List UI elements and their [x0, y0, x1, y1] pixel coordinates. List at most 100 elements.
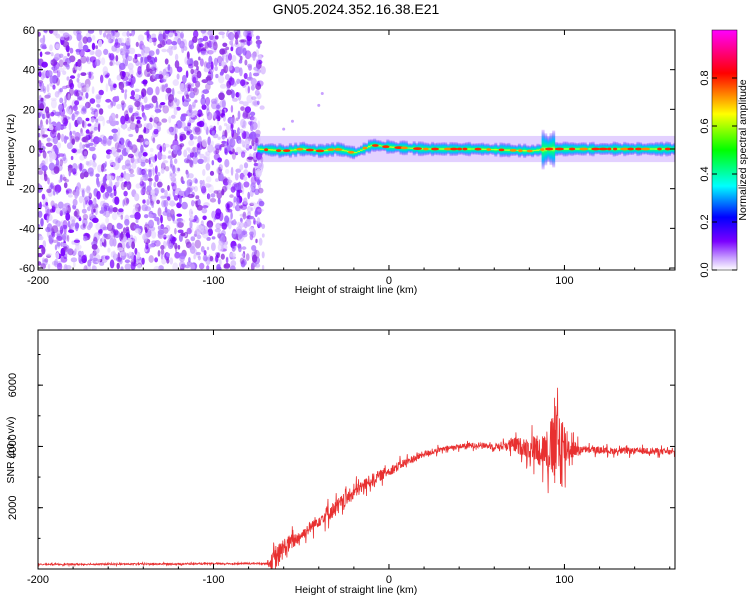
noise-speckle [196, 143, 201, 148]
signal-column [439, 142, 442, 156]
noise-speckle [197, 255, 201, 261]
noise-speckle [251, 245, 257, 251]
noise-speckle [42, 150, 47, 159]
noise-speckle [199, 153, 205, 159]
signal-hotspot [347, 150, 355, 154]
noise-speckle [256, 59, 259, 65]
noise-speckle [120, 214, 124, 220]
noise-speckle [225, 46, 230, 51]
noise-speckle [210, 45, 217, 50]
signal-column [565, 141, 569, 157]
signal-hotspot [540, 148, 545, 151]
noise-speckle [126, 181, 132, 191]
noise-speckle [142, 233, 149, 242]
noise-speckle [125, 198, 130, 204]
noise-speckle [115, 55, 119, 62]
noise-speckle [78, 136, 81, 141]
noise-speckle [42, 259, 48, 266]
noise-speckle [208, 40, 212, 49]
spectrogram-y-tick-label: -40 [19, 223, 35, 235]
spectrogram-y-tick-label: 20 [23, 104, 35, 116]
noise-speckle [56, 191, 59, 195]
stray-point [282, 127, 286, 131]
noise-speckle [163, 228, 169, 234]
noise-speckle [72, 261, 76, 268]
noise-speckle [247, 156, 254, 160]
noise-speckle [121, 164, 127, 171]
noise-speckle [231, 89, 235, 99]
noise-speckle [40, 218, 44, 227]
noise-speckle [129, 143, 134, 150]
noise-speckle [57, 91, 62, 95]
noise-speckle [101, 222, 105, 227]
noise-speckle [220, 143, 225, 148]
noise-speckle [180, 114, 186, 122]
noise-speckle [48, 125, 54, 131]
noise-speckle [39, 103, 45, 112]
noise-speckle [115, 113, 119, 119]
noise-speckle [207, 193, 211, 200]
noise-speckle [78, 217, 82, 222]
noise-speckle [154, 154, 158, 162]
noise-speckle [221, 99, 226, 109]
noise-speckle [189, 112, 196, 118]
noise-speckle [106, 186, 113, 193]
noise-speckle [130, 155, 135, 164]
noise-speckle [54, 259, 59, 268]
noise-speckle [81, 120, 85, 128]
noise-speckle [93, 197, 97, 206]
noise-speckle [255, 82, 262, 90]
noise-speckle [151, 240, 157, 244]
noise-speckle [152, 137, 156, 144]
noise-speckle [222, 185, 227, 193]
noise-speckle [147, 73, 151, 77]
noise-speckle [205, 163, 211, 171]
signal-hotspot [443, 147, 453, 151]
noise-speckle [178, 190, 186, 197]
noise-speckle [162, 105, 169, 114]
noise-speckle [150, 200, 154, 205]
noise-speckle [56, 121, 62, 131]
noise-speckle [138, 134, 144, 139]
noise-speckle [151, 95, 158, 104]
noise-speckle [182, 95, 185, 103]
noise-speckle [215, 148, 220, 155]
noise-speckle [183, 46, 188, 51]
noise-speckle [229, 138, 236, 148]
colorbar-label: Normalized spectral amplitude [737, 79, 749, 220]
noise-speckle [206, 111, 213, 121]
noise-speckle [104, 74, 109, 79]
noise-speckle [190, 211, 194, 215]
noise-speckle [130, 114, 135, 122]
noise-speckle [62, 233, 67, 241]
noise-speckle [41, 246, 46, 255]
signal-column [654, 141, 658, 157]
noise-speckle [249, 111, 256, 117]
noise-speckle [151, 230, 157, 239]
noise-speckle [167, 155, 172, 159]
noise-speckle [247, 191, 251, 200]
noise-speckle [179, 82, 185, 90]
noise-speckle [97, 115, 104, 122]
noise-speckle [179, 252, 186, 260]
noise-speckle [49, 44, 53, 52]
noise-speckle [202, 179, 205, 187]
noise-speckle [50, 99, 57, 109]
noise-speckle [143, 234, 147, 243]
noise-speckle [213, 153, 220, 161]
noise-speckle [130, 83, 134, 89]
noise-speckle [200, 246, 205, 253]
noise-speckle [75, 244, 82, 250]
noise-speckle [194, 126, 201, 133]
noise-speckle [150, 60, 153, 65]
noise-speckle [82, 105, 87, 114]
noise-speckle [85, 83, 90, 93]
noise-speckle [89, 204, 95, 208]
noise-speckle [142, 199, 146, 204]
noise-speckle [254, 188, 260, 195]
noise-speckle [204, 183, 211, 188]
noise-speckle [197, 135, 202, 145]
noise-speckle [151, 62, 157, 71]
noise-speckle [91, 42, 96, 51]
noise-speckle [62, 242, 68, 247]
